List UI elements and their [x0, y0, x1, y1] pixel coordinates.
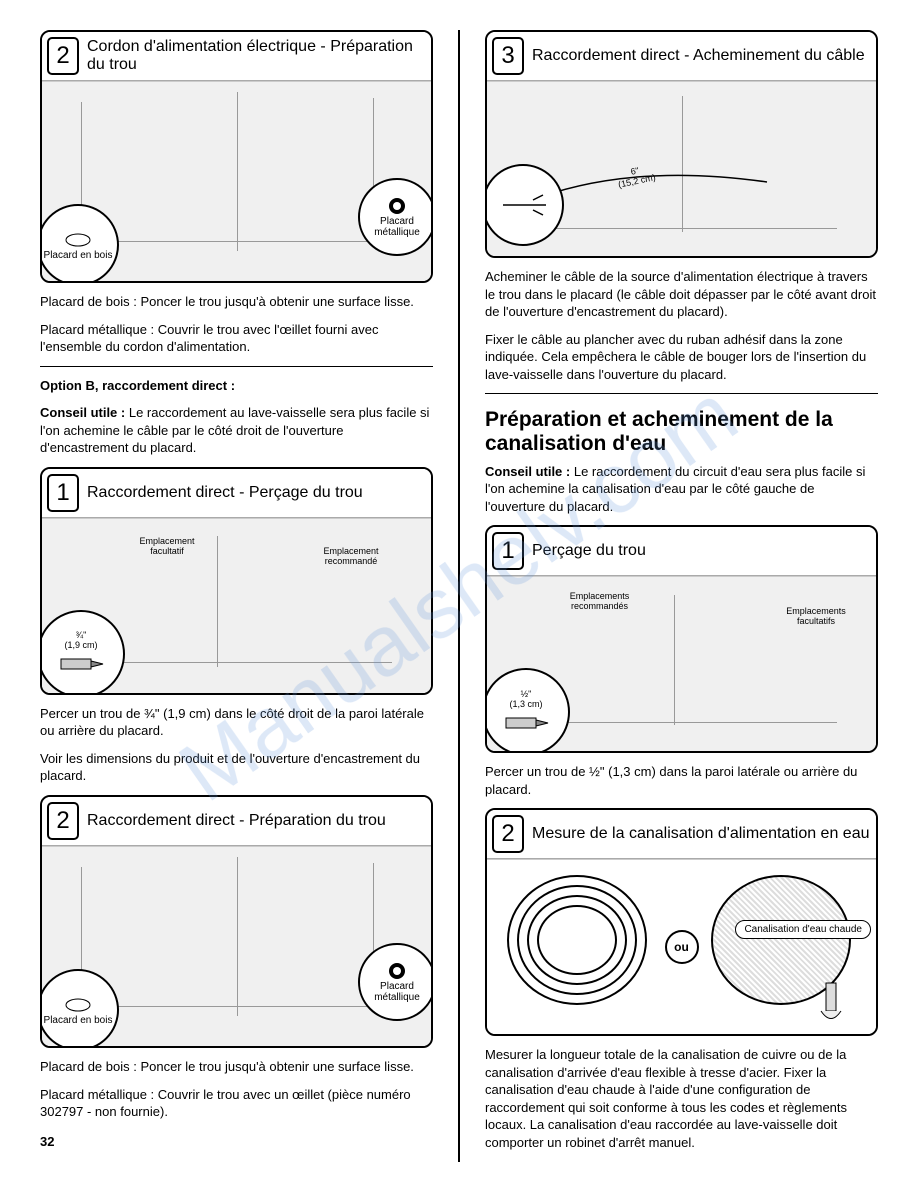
drill-icon	[59, 651, 104, 676]
cable-end-icon	[498, 185, 548, 225]
step-number: 3	[492, 37, 524, 75]
sanding-icon	[63, 995, 93, 1015]
paragraph: Placard métallique : Couvrir le trou ave…	[40, 1086, 433, 1121]
callout-wood: Placard en bois	[40, 969, 119, 1048]
coil-ring	[537, 905, 617, 975]
step-title: Mesure de la canalisation d'alimentation…	[532, 821, 876, 847]
paragraph: Placard de bois : Poncer le trou jusqu'à…	[40, 1058, 433, 1076]
step-header: 1 Raccordement direct - Perçage du trou	[42, 469, 431, 518]
callout-label: Placard métallique	[362, 981, 432, 1003]
step-box-1: 1 Raccordement direct - Perçage du trou …	[40, 467, 433, 695]
step-illustration: Placard en bois Placard métallique	[42, 81, 431, 281]
step-header: 2 Cordon d'alimentation électrique - Pré…	[42, 32, 431, 81]
callout-drill: ¾" (1,9 cm)	[40, 610, 125, 695]
step-box-2a: 2 Cordon d'alimentation électrique - Pré…	[40, 30, 433, 283]
step-box-water-2: 2 Mesure de la canalisation d'alimentati…	[485, 808, 878, 1036]
step-title: Raccordement direct - Acheminement du câ…	[532, 43, 871, 69]
step-number: 2	[47, 37, 79, 75]
grommet-icon	[385, 196, 409, 216]
callout-metal: Placard métallique	[358, 178, 433, 256]
step-number: 2	[492, 815, 524, 853]
callout-label: Placard en bois	[44, 1015, 113, 1026]
paragraph: Placard métallique : Couvrir le trou ave…	[40, 321, 433, 356]
label-recommended: Emplacement recommandé	[311, 547, 391, 567]
paragraph: Acheminer le câble de la source d'alimen…	[485, 268, 878, 321]
column-divider	[458, 30, 460, 1162]
grommet-icon	[385, 961, 409, 981]
tip-paragraph: Conseil utile : Le raccordement du circu…	[485, 463, 878, 516]
tip-paragraph: Conseil utile : Le raccordement au lave-…	[40, 404, 433, 457]
paragraph: Placard de bois : Poncer le trou jusqu'à…	[40, 293, 433, 311]
callout-label: Placard en bois	[44, 250, 113, 261]
callout-wood: Placard en bois	[40, 204, 119, 283]
callout-label: Placard métallique	[362, 216, 432, 238]
step-title: Perçage du trou	[532, 538, 652, 564]
step-title: Raccordement direct - Préparation du tro…	[87, 808, 392, 834]
step-illustration: Placard en bois Placard métallique	[42, 846, 431, 1046]
right-column: 3 Raccordement direct - Acheminement du …	[485, 30, 878, 1162]
drill-icon	[504, 710, 549, 735]
hand-valve-icon	[816, 981, 846, 1026]
divider-rule	[485, 393, 878, 394]
step-header: 1 Perçage du trou	[487, 527, 876, 576]
step-illustration: ou Canalisation d'eau chaude	[487, 859, 876, 1034]
left-column: 2 Cordon d'alimentation électrique - Pré…	[40, 30, 433, 1162]
step-box-water-1: 1 Perçage du trou Emplacements recommand…	[485, 525, 878, 753]
tip-label: Conseil utile :	[40, 405, 125, 420]
step-number: 2	[47, 802, 79, 840]
step-box-2b: 2 Raccordement direct - Préparation du t…	[40, 795, 433, 1048]
tip-label: Conseil utile :	[485, 464, 570, 479]
label-recommended: Emplacements recommandés	[557, 592, 642, 612]
step-illustration: 6" (15,2 cm)	[487, 81, 876, 256]
callout-hot-water: Canalisation d'eau chaude	[735, 920, 871, 939]
page-number: 32	[40, 1133, 433, 1151]
paragraph: Percer un trou de ½" (1,3 cm) dans la pa…	[485, 763, 878, 798]
option-heading: Option B, raccordement direct :	[40, 377, 433, 395]
label-optional: Emplacements facultatifs	[776, 607, 856, 627]
step-title: Raccordement direct - Perçage du trou	[87, 480, 369, 506]
step-header: 2 Mesure de la canalisation d'alimentati…	[487, 810, 876, 859]
step-illustration: Emplacement facultatif Emplacement recom…	[42, 518, 431, 693]
step-header: 2 Raccordement direct - Préparation du t…	[42, 797, 431, 846]
step-illustration: Emplacements recommandés Emplacements fa…	[487, 576, 876, 751]
paragraph: Voir les dimensions du produit et de l'o…	[40, 750, 433, 785]
section-heading: Préparation et acheminement de la canali…	[485, 408, 878, 456]
label-optional: Emplacement facultatif	[132, 537, 202, 557]
callout-drill: ½" (1,3 cm)	[485, 668, 570, 753]
paragraph: Percer un trou de ¾" (1,9 cm) dans le cô…	[40, 705, 433, 740]
drill-size: ¾" (1,9 cm)	[64, 631, 97, 651]
sanding-icon	[63, 230, 93, 250]
step-box-3: 3 Raccordement direct - Acheminement du …	[485, 30, 878, 258]
step-number: 1	[47, 474, 79, 512]
page-columns: 2 Cordon d'alimentation électrique - Pré…	[40, 30, 878, 1162]
or-badge: ou	[665, 930, 699, 964]
step-title: Cordon d'alimentation électrique - Prépa…	[87, 34, 431, 79]
drill-size: ½" (1,3 cm)	[509, 690, 542, 710]
paragraph: Mesurer la longueur totale de la canalis…	[485, 1046, 878, 1151]
step-header: 3 Raccordement direct - Acheminement du …	[487, 32, 876, 81]
callout-cable-end	[485, 164, 564, 246]
step-number: 1	[492, 532, 524, 570]
divider-rule	[40, 366, 433, 367]
callout-metal: Placard métallique	[358, 943, 433, 1021]
paragraph: Fixer le câble au plancher avec du ruban…	[485, 331, 878, 384]
